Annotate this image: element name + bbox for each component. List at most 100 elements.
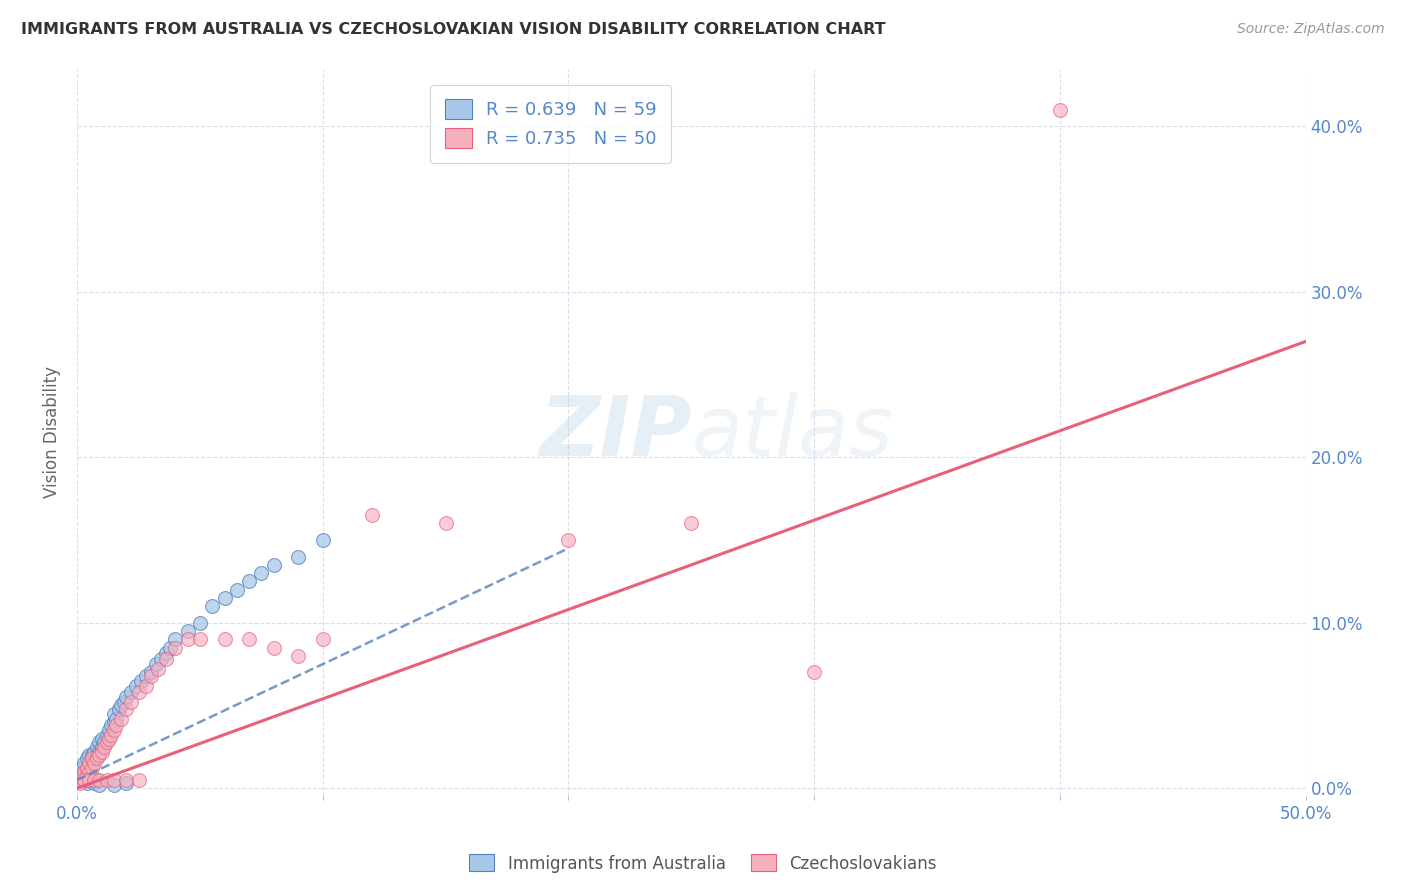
Point	[73, 772, 96, 787]
Point	[96, 735, 118, 749]
Point	[125, 679, 148, 693]
Point	[93, 735, 115, 749]
Point	[100, 728, 122, 742]
Point	[557, 533, 579, 547]
Point	[250, 566, 273, 580]
Point	[103, 714, 125, 729]
Point	[76, 776, 98, 790]
Point	[79, 764, 101, 779]
Point	[135, 668, 157, 682]
Point	[80, 748, 103, 763]
Point	[115, 702, 138, 716]
Point	[83, 751, 105, 765]
Point	[83, 756, 105, 771]
Text: Source: ZipAtlas.com: Source: ZipAtlas.com	[1237, 22, 1385, 37]
Point	[80, 761, 103, 775]
Point	[165, 640, 187, 655]
Point	[103, 772, 125, 787]
Legend: Immigrants from Australia, Czechoslovakians: Immigrants from Australia, Czechoslovaki…	[463, 847, 943, 880]
Point	[225, 582, 247, 597]
Point	[83, 745, 105, 759]
Point	[105, 718, 128, 732]
Point	[73, 764, 96, 779]
Point	[98, 723, 121, 738]
Point	[214, 591, 236, 605]
Point	[96, 772, 118, 787]
Point	[89, 735, 111, 749]
Point	[110, 712, 132, 726]
Point	[149, 652, 172, 666]
Point	[79, 772, 101, 787]
Point	[103, 706, 125, 721]
Point	[129, 673, 152, 688]
Text: atlas: atlas	[692, 392, 893, 473]
Point	[105, 712, 128, 726]
Point	[89, 748, 111, 763]
Point	[103, 778, 125, 792]
Point	[96, 728, 118, 742]
Point	[70, 768, 93, 782]
Point	[83, 776, 105, 790]
Point	[76, 761, 98, 775]
Text: ZIP: ZIP	[538, 392, 692, 473]
Point	[76, 751, 98, 765]
Point	[188, 632, 211, 647]
Point	[263, 640, 285, 655]
Point	[139, 665, 162, 680]
Point	[155, 652, 177, 666]
Point	[86, 751, 108, 765]
Point	[90, 739, 112, 754]
Point	[312, 632, 335, 647]
Point	[135, 679, 157, 693]
Point	[73, 772, 96, 787]
Point	[115, 776, 138, 790]
Point	[361, 508, 384, 523]
Point	[115, 690, 138, 705]
Point	[155, 646, 177, 660]
Point	[89, 772, 111, 787]
Point	[188, 615, 211, 630]
Point	[79, 764, 101, 779]
Point	[803, 665, 825, 680]
Point	[80, 756, 103, 771]
Point	[76, 761, 98, 775]
Point	[139, 668, 162, 682]
Point	[70, 761, 93, 775]
Point	[108, 702, 131, 716]
Point	[115, 772, 138, 787]
Point	[80, 772, 103, 787]
Point	[89, 778, 111, 792]
Point	[69, 776, 91, 790]
Point	[238, 574, 260, 589]
Point	[70, 771, 93, 785]
Point	[238, 632, 260, 647]
Point	[176, 632, 198, 647]
Point	[201, 599, 224, 614]
Point	[128, 772, 150, 787]
Point	[73, 764, 96, 779]
Point	[1049, 103, 1071, 117]
Point	[86, 739, 108, 754]
Text: IMMIGRANTS FROM AUSTRALIA VS CZECHOSLOVAKIAN VISION DISABILITY CORRELATION CHART: IMMIGRANTS FROM AUSTRALIA VS CZECHOSLOVA…	[21, 22, 886, 37]
Point	[89, 745, 111, 759]
Point	[80, 751, 103, 765]
Point	[214, 632, 236, 647]
Point	[83, 772, 105, 787]
Point	[434, 516, 457, 531]
Point	[176, 624, 198, 638]
Point	[159, 640, 181, 655]
Point	[120, 695, 142, 709]
Point	[79, 756, 101, 771]
Point	[287, 549, 309, 564]
Point	[93, 739, 115, 754]
Point	[681, 516, 703, 531]
Point	[79, 768, 101, 782]
Point	[79, 748, 101, 763]
Point	[76, 768, 98, 782]
Point	[86, 748, 108, 763]
Point	[110, 698, 132, 713]
Point	[128, 685, 150, 699]
Point	[90, 745, 112, 759]
Point	[98, 731, 121, 746]
Point	[112, 695, 135, 709]
